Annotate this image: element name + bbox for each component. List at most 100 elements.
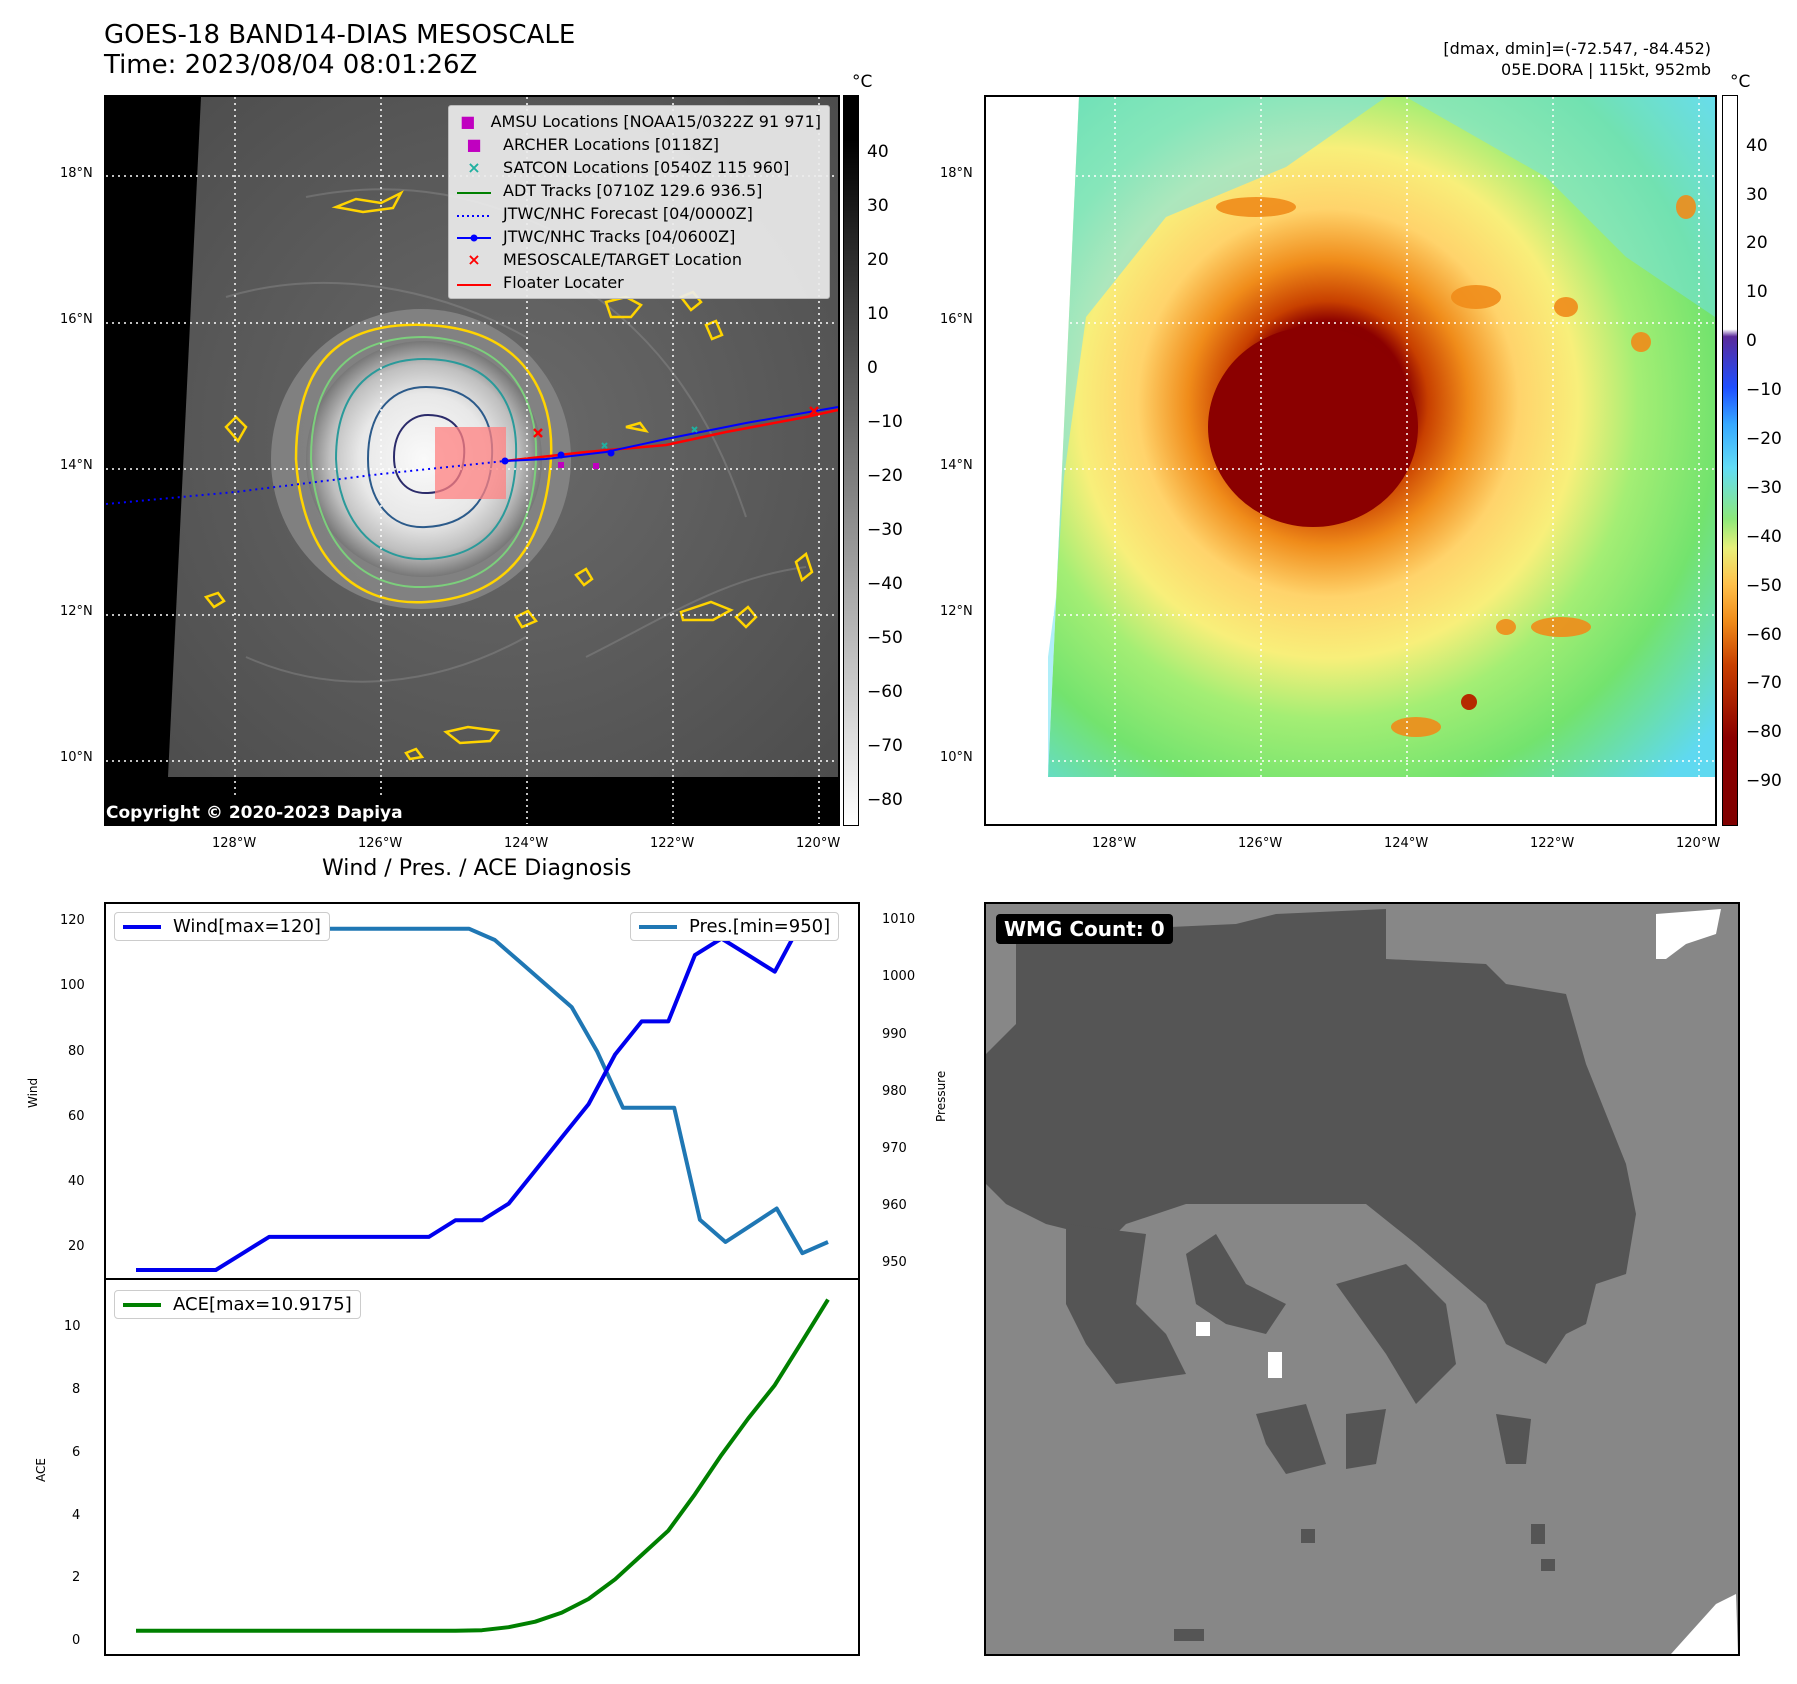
ace-legend-line-icon xyxy=(123,1302,161,1307)
ir-colorbar-tick: −30 xyxy=(867,520,903,540)
ir-colorbar-tick: 40 xyxy=(867,142,889,162)
ir-colorbar-tick: −20 xyxy=(867,466,903,486)
dias-colorbar-tick: −80 xyxy=(1746,722,1782,742)
square-marker-icon: ■ xyxy=(460,112,476,131)
pres-legend: Pres.[min=950] xyxy=(630,912,840,941)
wmg-panel: WMG Count: 0 xyxy=(984,902,1740,1656)
wind-series-line xyxy=(136,919,828,1272)
dias-lon-label: 126°W xyxy=(1238,836,1283,851)
dias-lat-label: 12°N xyxy=(940,604,973,619)
wind-axis-label: Wind xyxy=(26,1077,40,1108)
wind-tick: 100 xyxy=(60,978,85,993)
diagnosis-title: Wind / Pres. / ACE Diagnosis xyxy=(322,856,632,881)
ir-lon-label: 124°W xyxy=(504,836,549,851)
ir-lat-label: 14°N xyxy=(60,458,93,473)
dias-colorbar-tick: −50 xyxy=(1746,576,1782,596)
dias-colorbar-tick: −30 xyxy=(1746,478,1782,498)
dias-colorbar-tick: −40 xyxy=(1746,527,1782,547)
ir-map-panel: ■ AMSU Locations [NOAA15/0322Z 91 971] ■ A… xyxy=(104,95,840,826)
wmg-count-label: WMG Count: 0 xyxy=(996,914,1173,944)
dias-colorbar-unit: °C xyxy=(1730,72,1751,92)
dias-map xyxy=(986,97,1715,824)
pres-tick: 960 xyxy=(882,1198,907,1213)
wind-pres-plot xyxy=(136,915,829,1272)
legend-satcon: × SATCON Locations [0540Z 115 960] xyxy=(457,156,821,179)
pres-tick: 1000 xyxy=(882,969,916,984)
ir-lon-label: 122°W xyxy=(650,836,695,851)
ir-lat-label: 18°N xyxy=(60,166,93,181)
ace-tick: 10 xyxy=(64,1319,81,1334)
dias-lat-label: 18°N xyxy=(940,166,973,181)
ace-legend: ACE[max=10.9175] xyxy=(114,1290,361,1319)
ace-tick: 8 xyxy=(72,1382,81,1397)
dias-lat-label: 16°N xyxy=(940,312,973,327)
ir-colorbar-tick: −10 xyxy=(867,412,903,432)
ir-lon-label: 128°W xyxy=(212,836,257,851)
ir-colorbar-tick: 30 xyxy=(867,196,889,216)
ir-colorbar xyxy=(843,95,859,826)
ace-series-line xyxy=(136,1298,830,1633)
x-marker-icon: × xyxy=(467,158,481,177)
x-marker-icon: × xyxy=(467,250,481,269)
legend-adt: ADT Tracks [0710Z 129.6 936.5] xyxy=(457,179,821,202)
ir-lat-label: 16°N xyxy=(60,312,93,327)
dias-lat-label: 10°N xyxy=(940,750,973,765)
dias-colorbar-tick: −10 xyxy=(1746,380,1782,400)
wind-pres-panel xyxy=(104,902,860,1280)
figure-time: Time: 2023/08/04 08:01:26Z xyxy=(104,50,478,80)
figure-title: GOES-18 BAND14-DIAS MESOSCALE xyxy=(104,20,576,50)
ir-colorbar-tick: −70 xyxy=(867,736,903,756)
square-marker-icon: ■ xyxy=(466,135,482,154)
ace-tick: 6 xyxy=(72,1445,81,1460)
dias-colorbar-tick: −60 xyxy=(1746,625,1782,645)
line-icon xyxy=(457,273,491,292)
wind-tick: 20 xyxy=(68,1239,85,1254)
line-icon xyxy=(457,181,491,200)
ace-plot xyxy=(136,1298,830,1633)
pres-legend-line-icon xyxy=(639,924,677,929)
ir-lon-label: 120°W xyxy=(796,836,841,851)
ir-colorbar-tick: −80 xyxy=(867,790,903,810)
ace-tick: 4 xyxy=(72,1508,81,1523)
wind-tick: 120 xyxy=(60,913,85,928)
legend-forecast: JTWC/NHC Forecast [04/0000Z] xyxy=(457,202,821,225)
pres-tick: 950 xyxy=(882,1255,907,1270)
wind-legend: Wind[max=120] xyxy=(114,912,330,941)
ir-colorbar-tick: 20 xyxy=(867,250,889,270)
pres-tick: 990 xyxy=(882,1027,907,1042)
wind-tick: 60 xyxy=(68,1109,85,1124)
dias-colorbar-tick: 30 xyxy=(1746,185,1768,205)
dias-lon-label: 124°W xyxy=(1384,836,1429,851)
legend-amsu: ■ AMSU Locations [NOAA15/0322Z 91 971] xyxy=(457,110,821,133)
dias-colorbar-tick: −70 xyxy=(1746,673,1782,693)
stats-label: [dmax, dmin]=(-72.547, -84.452) 05E.DORA… xyxy=(1443,38,1711,80)
pres-tick: 970 xyxy=(882,1141,907,1156)
dias-colorbar-tick: −20 xyxy=(1746,429,1782,449)
dias-colorbar-tick: −90 xyxy=(1746,771,1782,791)
dias-colorbar-tick: 40 xyxy=(1746,136,1768,156)
ir-colorbar-tick: 10 xyxy=(867,304,889,324)
ace-axis-label: ACE xyxy=(34,1458,48,1482)
legend-mesoscale: × MESOSCALE/TARGET Location xyxy=(457,248,821,271)
stats-dmax-dmin: [dmax, dmin]=(-72.547, -84.452) xyxy=(1443,39,1711,58)
ir-colorbar-tick: −60 xyxy=(867,682,903,702)
dotted-line-icon xyxy=(457,204,491,223)
dias-colorbar-tick: 10 xyxy=(1746,282,1768,302)
ir-lat-label: 10°N xyxy=(60,750,93,765)
legend-floater: Floater Locater xyxy=(457,271,821,294)
legend-archer: ■ ARCHER Locations [0118Z] xyxy=(457,133,821,156)
dias-colorbar-tick: 20 xyxy=(1746,233,1768,253)
ace-panel xyxy=(104,1278,860,1656)
wind-tick: 40 xyxy=(68,1174,85,1189)
wind-tick: 80 xyxy=(68,1044,85,1059)
dias-lat-label: 14°N xyxy=(940,458,973,473)
map-legend: ■ AMSU Locations [NOAA15/0322Z 91 971] ■ A… xyxy=(448,105,830,299)
wmg-map xyxy=(986,904,1738,1654)
legend-tracks: JTWC/NHC Tracks [04/0600Z] xyxy=(457,225,821,248)
dias-colorbar xyxy=(1722,95,1738,826)
ace-tick: 0 xyxy=(72,1633,81,1648)
copyright: Copyright © 2020-2023 Dapiya xyxy=(106,803,403,823)
dias-lon-label: 128°W xyxy=(1092,836,1137,851)
dias-colorbar-tick: 0 xyxy=(1746,331,1757,351)
ir-colorbar-tick: −50 xyxy=(867,628,903,648)
